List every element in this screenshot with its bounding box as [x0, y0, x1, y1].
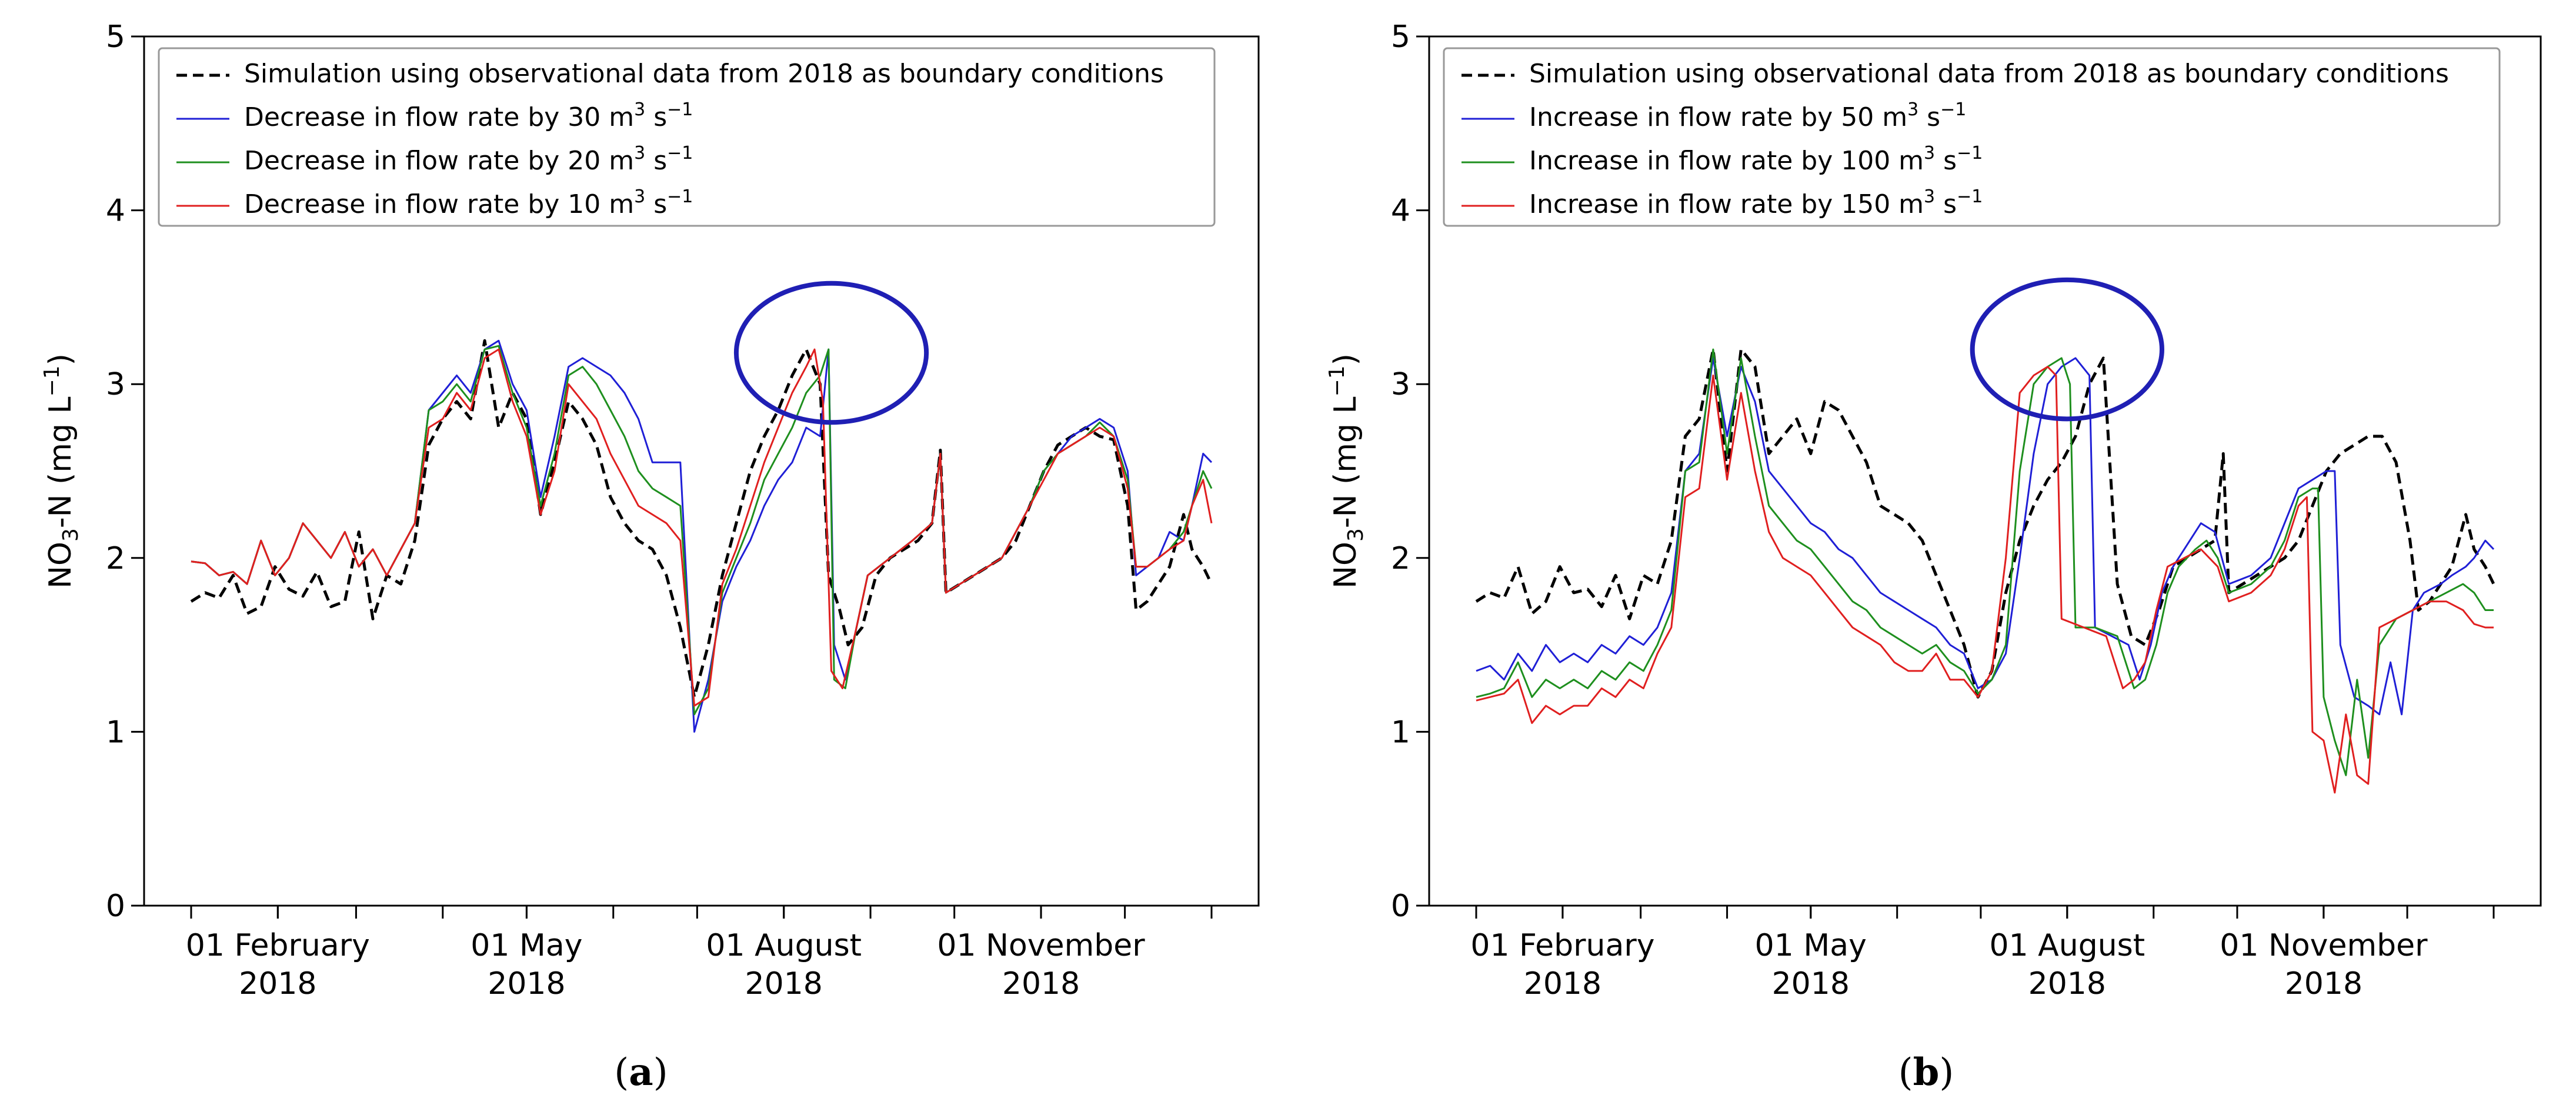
x-tick-label-year: 2018 — [239, 966, 316, 1001]
plot-frame — [1428, 35, 2542, 907]
legend-entry-2: Increase in flow rate by 100 m3 s−1 — [1529, 143, 1983, 176]
x-tick-label: 01 November — [937, 928, 1145, 963]
y-axis-label: NO3-N (mg L−1) — [1325, 353, 1368, 589]
y-tick-label: 3 — [1391, 367, 1410, 402]
legend: Simulation using observational data from… — [1443, 47, 2501, 227]
x-tick-label: 01 February — [1470, 928, 1654, 963]
legend: Simulation using observational data from… — [158, 47, 1216, 227]
legend-entry-0: Simulation using observational data from… — [244, 59, 1164, 89]
x-tick-label-year: 2018 — [745, 966, 823, 1001]
legend-entry-2: Decrease in flow rate by 20 m3 s−1 — [244, 143, 693, 176]
series-line-1 — [1476, 357, 2495, 716]
x-tick-label: 01 May — [1755, 928, 1867, 963]
y-axis-label: NO3-N (mg L−1) — [40, 353, 83, 589]
y-tick-label: 5 — [1391, 19, 1410, 55]
highlight-ellipse — [1970, 277, 2164, 422]
x-tick-label-year: 2018 — [1772, 966, 1850, 1001]
highlight-ellipse — [733, 281, 929, 425]
legend-entry-3: Decrease in flow rate by 10 m3 s−1 — [244, 186, 693, 219]
legend-entry-3: Increase in flow rate by 150 m3 s−1 — [1529, 186, 1983, 219]
x-tick-label-year: 2018 — [1524, 966, 1601, 1001]
series-line-0 — [1475, 348, 2495, 699]
legend-entry-1: Decrease in flow rate by 30 m3 s−1 — [244, 99, 693, 132]
y-tick-label: 5 — [106, 19, 125, 55]
series-line-0 — [190, 339, 1213, 699]
x-tick-label: 01 May — [471, 928, 582, 963]
series-line-2 — [191, 345, 1213, 716]
y-tick-label: 4 — [1391, 193, 1410, 229]
panel-caption: (a) — [614, 1050, 668, 1094]
y-tick-label: 0 — [106, 889, 125, 924]
series-line-3 — [1476, 366, 2494, 794]
x-tick-label: 01 November — [2220, 928, 2428, 963]
x-tick-label-year: 2018 — [2285, 966, 2363, 1001]
plot-frame — [143, 35, 1260, 907]
y-tick-label: 0 — [1391, 889, 1410, 924]
y-tick-label: 1 — [1391, 715, 1410, 750]
y-tick-label: 1 — [106, 715, 125, 750]
x-tick-label: 01 February — [186, 928, 370, 963]
legend-box — [1443, 47, 2501, 227]
x-tick-label: 01 August — [706, 928, 862, 963]
y-tick-label: 2 — [1391, 541, 1410, 576]
panel-caption: (b) — [1898, 1050, 1954, 1094]
x-tick-label-year: 2018 — [1002, 966, 1080, 1001]
y-tick-label: 3 — [106, 367, 125, 402]
series-line-3 — [191, 348, 1213, 707]
series-line-2 — [1476, 348, 2494, 776]
y-tick-label: 4 — [106, 193, 125, 229]
x-tick-label-year: 2018 — [2028, 966, 2106, 1001]
legend-box — [158, 47, 1216, 227]
y-tick-label: 2 — [106, 541, 125, 576]
legend-entry-0: Simulation using observational data from… — [1529, 59, 2449, 89]
x-tick-label: 01 August — [1989, 928, 2145, 963]
x-tick-label-year: 2018 — [488, 966, 565, 1001]
legend-entry-1: Increase in flow rate by 50 m3 s−1 — [1529, 99, 1966, 132]
